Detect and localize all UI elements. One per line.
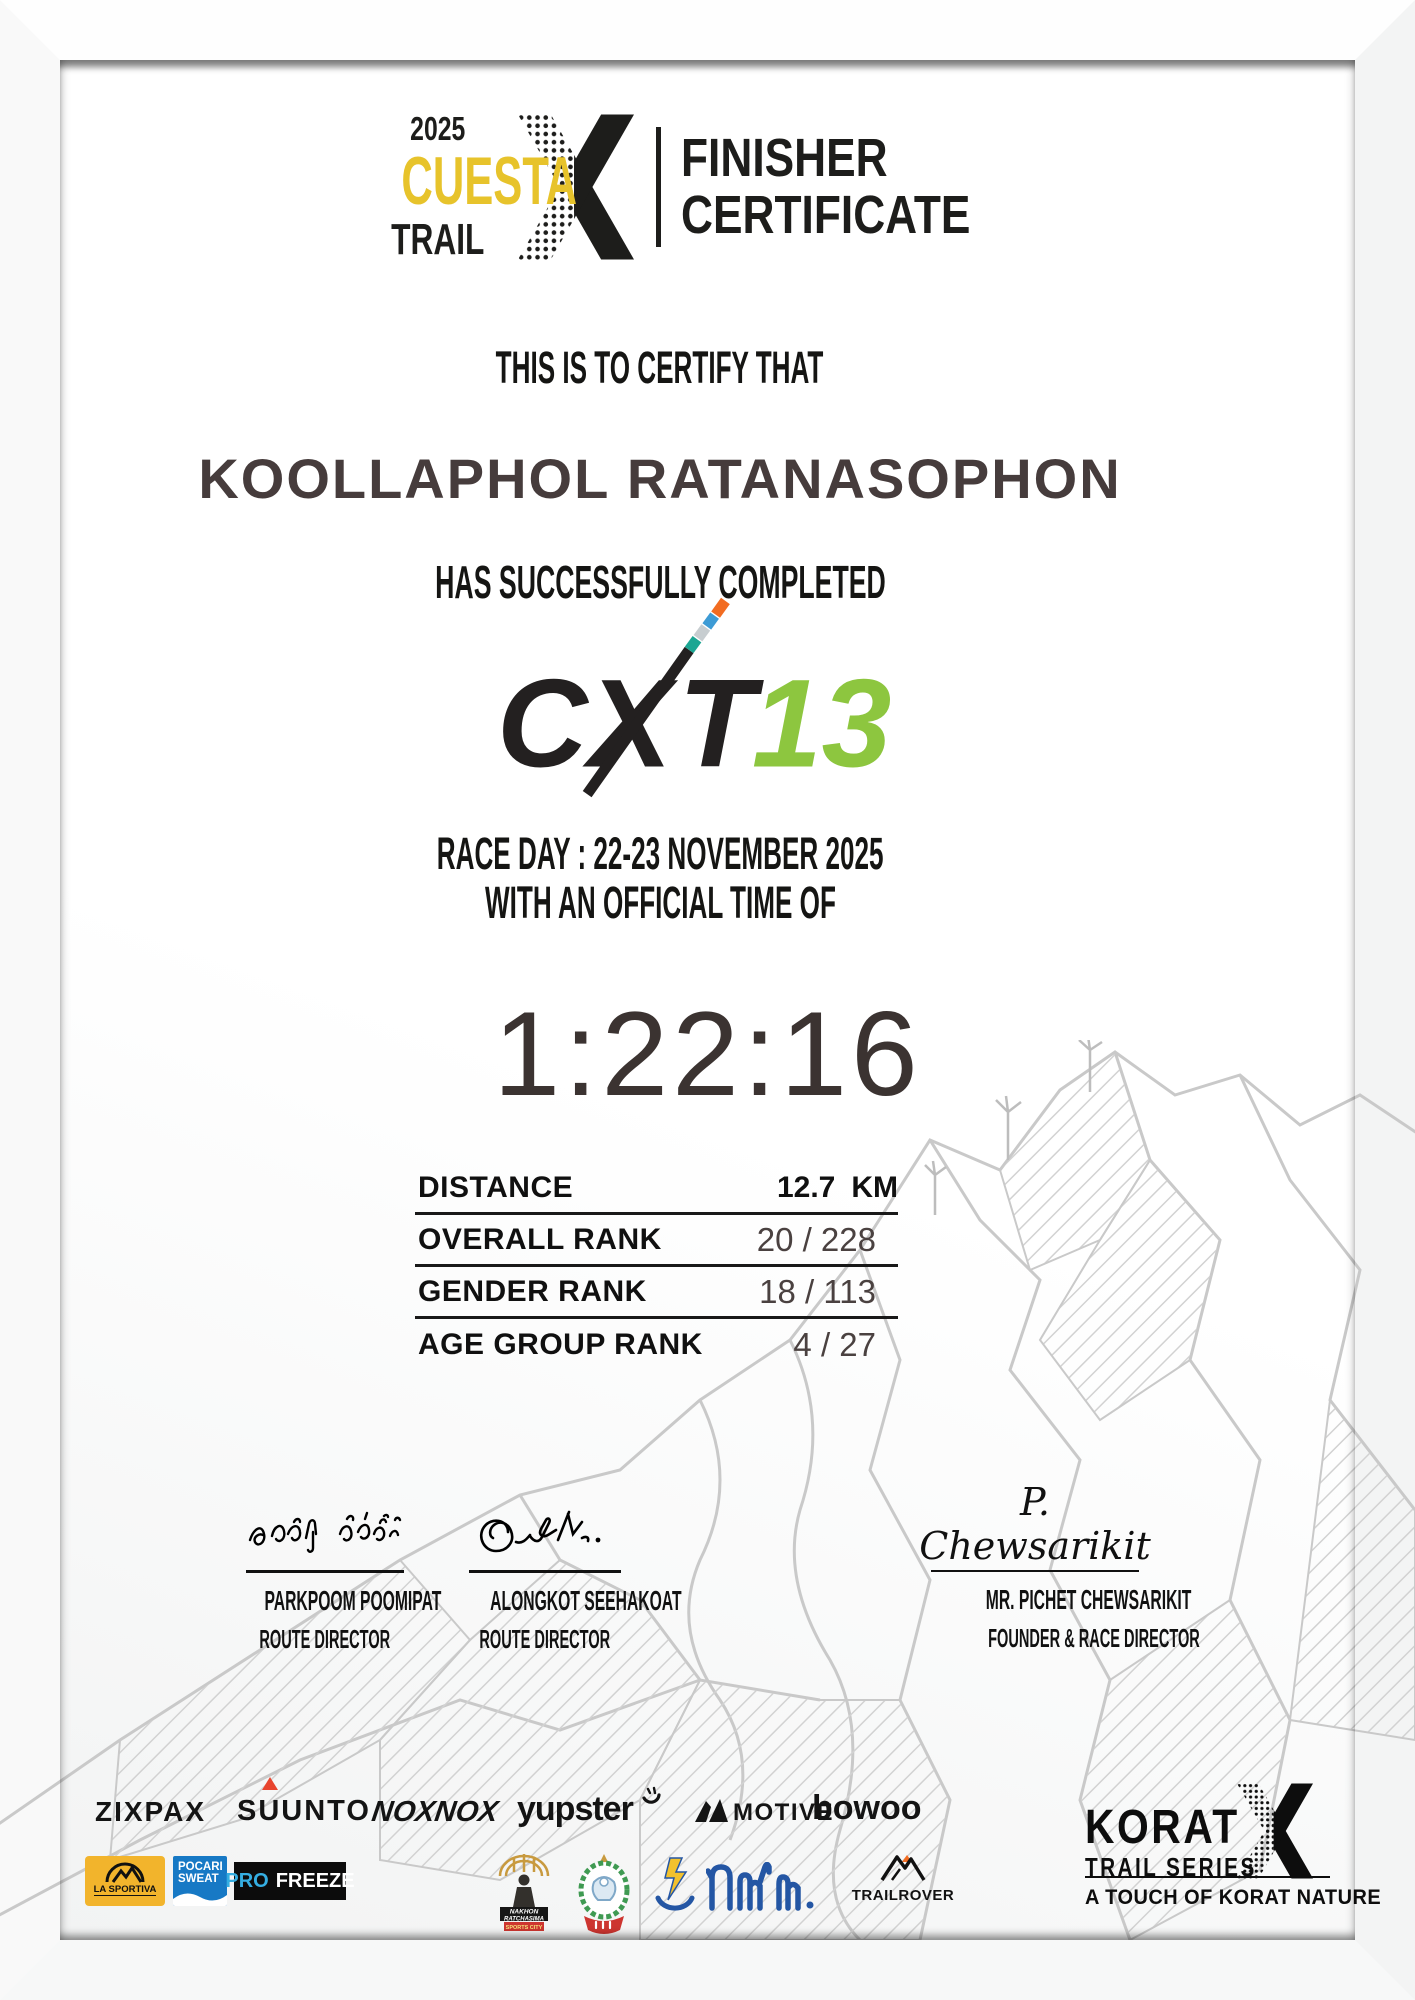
sponsor-trailrover: TRAILROVER (838, 1850, 968, 1904)
signature-parkpoom-icon (248, 1511, 402, 1553)
event-header: 2025 CUESTA TRAIL (352, 112, 1034, 262)
svg-text:RATCHASIMA: RATCHASIMA (504, 1917, 544, 1923)
logo-trail: TRAIL (391, 215, 485, 264)
sponsor-la-sportiva: LA SPORTIVA (85, 1856, 165, 1906)
signature-line (246, 1570, 404, 1573)
signature-block-alongkot: ALONGKOT SEEHAKOAT ROUTE DIRECTOR (415, 1488, 682, 1655)
korat-wordmark: KORAT (1085, 1801, 1240, 1854)
certificate-title: FINISHER CERTIFICATE (681, 127, 971, 245)
pocari-wave-icon (173, 1893, 227, 1906)
svg-text:NAKHON: NAKHON (510, 1909, 539, 1916)
row-label: OVERALL RANK (418, 1222, 662, 1256)
signature-line (931, 1570, 1139, 1572)
logo-year: 2025 (410, 110, 466, 147)
sponsor-zixpax: ZIXPAX (95, 1796, 207, 1827)
korat-x-icon (1237, 1783, 1313, 1879)
cxt13-label: CXT (0, 0, 1, 1)
logo-cuesta: CUESTA (401, 143, 578, 219)
time-label-text: WITH AN OFFICIAL TIME OF (484, 877, 836, 928)
motive-peaks-icon (695, 1799, 728, 1822)
svg-text:T: T (678, 653, 764, 794)
row-label: AGE GROUP RANK (418, 1328, 703, 1361)
sponsor-suunto: SUUNTO (237, 1795, 371, 1827)
korat-series-label: TRAIL SERIES (1085, 1852, 1257, 1882)
signature-block-chewsarikit: P. Chewsarikit MR. PICHET CHEWSARIKIT FO… (905, 1480, 1200, 1654)
results-table: DISTANCE 12.7 KM OVERALL RANK 20 / 228 GE… (415, 1163, 898, 1371)
row-value: 18 / 113 (759, 1272, 876, 1310)
table-row-distance: DISTANCE 12.7 KM (415, 1163, 898, 1215)
sponsor-egat: กฟผ. (652, 1856, 818, 1918)
table-row-overall-rank: OVERALL RANK 20 / 228 (415, 1215, 898, 1267)
cxt13-race-logo: C X T 13 (497, 597, 892, 798)
x-mark-icon (518, 114, 634, 260)
korat-trail-series-logo: KORAT (1085, 1783, 1382, 1910)
row-label: DISTANCE (418, 1170, 574, 1204)
sponsor-bowoo: bowoo (812, 1789, 922, 1827)
header-divider (656, 127, 661, 247)
runner-name: KOOLLAPHOL RATANASOPHON (198, 447, 1122, 510)
korat-rule (1085, 1876, 1330, 1878)
row-value: 12.7 KM (776, 1170, 898, 1204)
egat-lightning-icon (655, 1857, 695, 1911)
yupster-smiley-icon (642, 1786, 661, 1804)
row-value: 20 / 228 (756, 1220, 876, 1258)
suunto-triangle-icon (262, 1777, 278, 1790)
table-row-gender-rank: GENDER RANK 18 / 113 (415, 1267, 898, 1319)
sponsor-noxnox: NOXNOX (369, 1796, 501, 1828)
svg-text:13: 13 (752, 653, 892, 794)
mountain-artwork (0, 1040, 1415, 1940)
sponsor-motive: MOTIVE (733, 1799, 835, 1826)
certify-intro: THIS IS TO CERTIFY THAT (496, 342, 824, 393)
wind-turbine-icons (924, 1040, 1103, 1215)
sponsor-pocari-sweat: POCARI SWEAT (173, 1856, 227, 1906)
signature-block-parkpoom: PARKPOOM POOMIPAT ROUTE DIRECTOR (195, 1488, 455, 1655)
trailrover-mountain-icon (880, 1855, 926, 1881)
signature-line (469, 1570, 621, 1573)
sponsor-pro-freeze: PRO FREEZE (225, 1862, 355, 1900)
signature-chewsarikit: P. Chewsarikit (919, 1480, 1151, 1568)
cuesta-trail-logo: 2025 CUESTA TRAIL (352, 110, 578, 264)
egat-thai-wordmark (706, 1862, 814, 1911)
la-sportiva-mountain-icon (105, 1862, 145, 1883)
official-time: 1:22:16 (493, 987, 922, 1121)
row-label: GENDER RANK (418, 1274, 647, 1308)
race-day-text: RACE DAY : 22-23 NOVEMBER 2025 (436, 828, 884, 879)
completed-text: HAS SUCCESSFULLY COMPLETED (434, 556, 886, 608)
sponsor-yupster: yupster (517, 1790, 634, 1828)
cxt13-number: 13 (0, 0, 1, 1)
svg-text:SPORTS CITY: SPORTS CITY (506, 1925, 543, 1931)
svg-text:C: C (497, 653, 590, 794)
certificate-paper (60, 60, 1355, 1940)
sponsor-nakhon-ratchasima: NAKHON RATCHASIMA SPORTS CITY (492, 1850, 556, 1941)
korat-tagline: A TOUCH OF KORAT NATURE (1085, 1886, 1382, 1909)
row-value: 4 / 27 (793, 1326, 876, 1363)
sponsor-sat-crest: กกท (576, 1852, 632, 1943)
table-row-age-group-rank: AGE GROUP RANK 4 / 27 (415, 1319, 898, 1371)
signature-alongkot-icon (479, 1510, 601, 1553)
